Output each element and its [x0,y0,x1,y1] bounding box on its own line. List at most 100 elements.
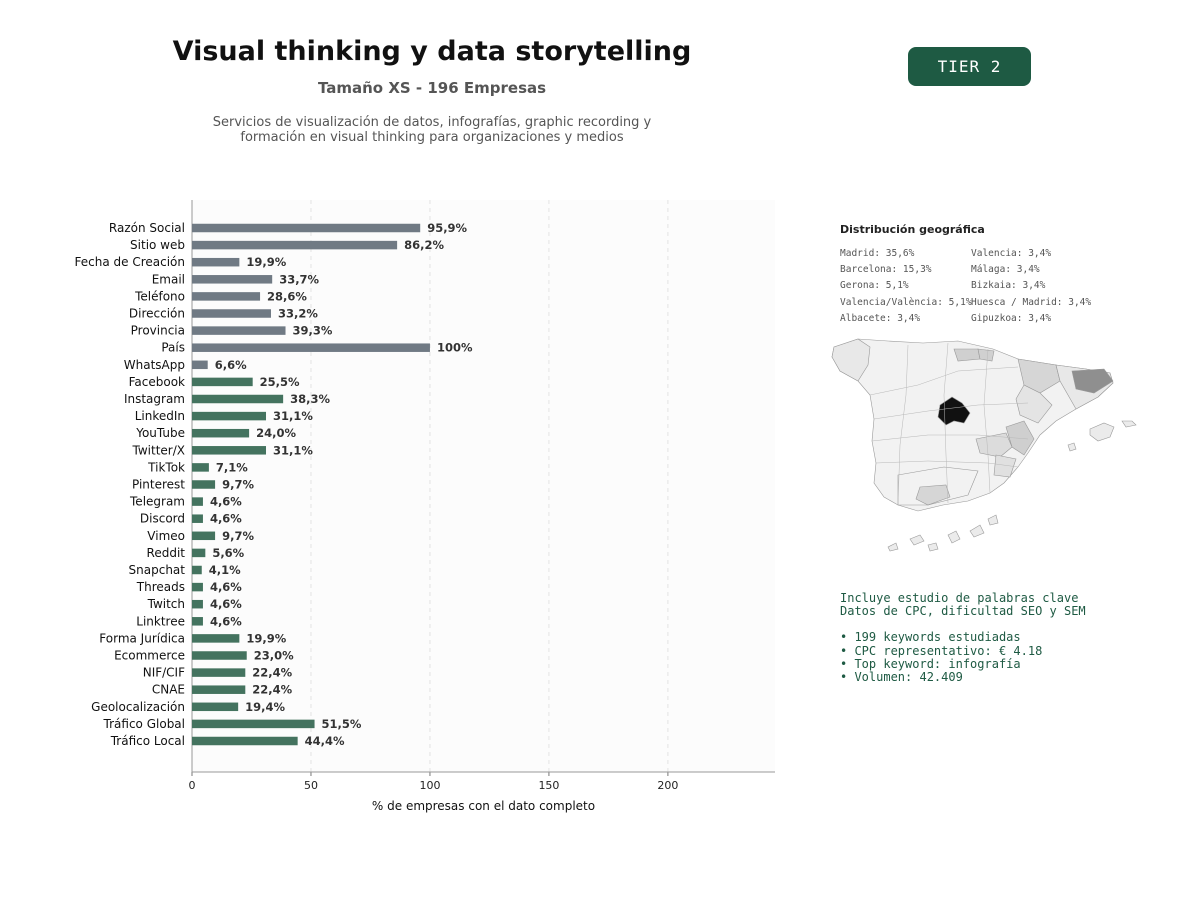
map-canary-2 [909,534,925,546]
value-label: 5,6% [212,546,244,560]
map-canary-4 [947,530,961,544]
value-label: 100% [437,341,473,355]
keyword-bullet: • Volumen: 42.409 [840,670,963,685]
category-label: Linktree [136,614,185,628]
map-canary-1 [887,542,899,552]
plot-background [192,200,775,772]
value-label: 22,4% [252,683,292,697]
value-label: 7,1% [216,460,248,474]
category-label: Twitter/X [132,443,185,457]
map-mainland [831,338,1114,512]
value-label: 31,1% [273,443,313,457]
geo-entry: Barcelona: 15,3% [840,264,932,276]
value-label: 38,3% [290,392,330,406]
value-label: 19,9% [246,631,286,645]
category-label: WhatsApp [124,358,185,372]
keyword-bullet: • CPC representativo: € 4.18 [840,643,1043,658]
bar [192,428,250,438]
keywords-line-2: Datos de CPC, dificultad SEO y SEM [840,604,1086,619]
bar [192,634,240,643]
category-label: Geolocalización [91,700,185,714]
bar [192,582,203,592]
category-label: TikTok [147,460,185,474]
bar [192,651,247,660]
bar [192,463,209,472]
map-region-gerona [1071,368,1114,394]
map-region-huesca [1017,358,1061,394]
geo-entry: Huesca / Madrid: 3,4% [971,296,1092,308]
keyword-bullet: • Top keyword: infografía [840,656,1021,671]
category-label: Discord [140,512,185,526]
map-region-gipuzkoa [977,348,995,362]
bar [192,275,273,284]
x-tick-label: 150 [538,779,559,792]
bar [192,514,203,523]
value-label: 24,0% [256,426,296,440]
value-label: 33,7% [279,272,319,286]
x-tick-label: 0 [189,779,196,792]
map-ibiza [1067,442,1077,452]
value-label: 39,3% [293,324,333,338]
map-region-bizkaia [953,348,981,362]
category-label: Ecommerce [114,649,185,663]
bar [192,240,398,250]
category-label: CNAE [152,683,185,697]
geo-entry: Valencia/València: 5,1% [840,296,972,308]
value-label: 4,6% [210,495,242,509]
value-label: 86,2% [404,238,444,252]
keyword-bullet: • 199 keywords estudiadas [840,630,1021,645]
bar [192,446,267,455]
category-label: Reddit [147,546,186,560]
category-label: Telegram [129,495,185,509]
value-label: 19,4% [245,700,285,714]
category-label: Snapchat [129,563,186,577]
category-label: Sitio web [130,238,185,252]
geo-list-left: Madrid: 35,6% Barcelona: 15,3% Gerona: 5… [840,246,972,327]
bar [192,309,272,318]
x-axis-title: % de empresas con el dato completo [372,799,595,813]
bar [192,223,421,233]
bar [192,685,246,694]
tier-badge: TIER 2 [908,47,1031,86]
bar-chart: 0 50 100 150 200 Razón Social 95,9% Sitio web 86… [75,200,775,813]
category-label: YouTube [135,426,185,440]
geo-list-right: Valencia: 3,4% Málaga: 3,4% Bizkaia: 3,4… [971,246,1091,327]
value-label: 51,5% [322,717,362,731]
geo-entry: Gerona: 5,1% [840,280,909,292]
geo-entry: Gipuzkoa: 3,4% [971,312,1052,324]
category-label: Instagram [124,392,185,406]
category-label: Email [152,272,185,286]
map-region-albacete [975,432,1013,458]
value-label: 6,6% [215,358,247,372]
category-label: Tráfico Global [103,717,185,731]
bar [192,599,203,609]
value-label: 33,2% [278,307,318,321]
value-label: 4,6% [210,614,242,628]
bar [192,394,284,404]
category-label: LinkedIn [135,409,185,423]
bar [192,702,239,712]
value-label: 4,6% [210,597,242,611]
bar [192,565,202,575]
keywords-line-1: Incluye estudio de palabras clave [840,591,1079,605]
geo-entry: Madrid: 35,6% [840,248,915,259]
geo-entry: Bizkaia: 3,4% [971,280,1046,292]
map-canary-6 [987,514,999,526]
value-label: 95,9% [427,221,467,235]
map-region-madrid [937,396,971,426]
value-label: 31,1% [273,409,313,423]
bar [192,531,216,541]
category-label: Teléfono [134,289,185,303]
category-label: País [161,341,185,355]
page-title: Visual thinking y data storytelling [172,36,692,67]
geo-entry: Málaga: 3,4% [971,264,1040,276]
map-region-galicia [831,338,871,382]
bar [192,343,430,352]
category-label: Pinterest [132,478,185,492]
category-label: Threads [136,580,185,594]
bar [192,548,206,558]
bar [192,497,203,506]
map-canary-5 [969,524,985,538]
bar [192,719,315,729]
bar [192,377,253,387]
